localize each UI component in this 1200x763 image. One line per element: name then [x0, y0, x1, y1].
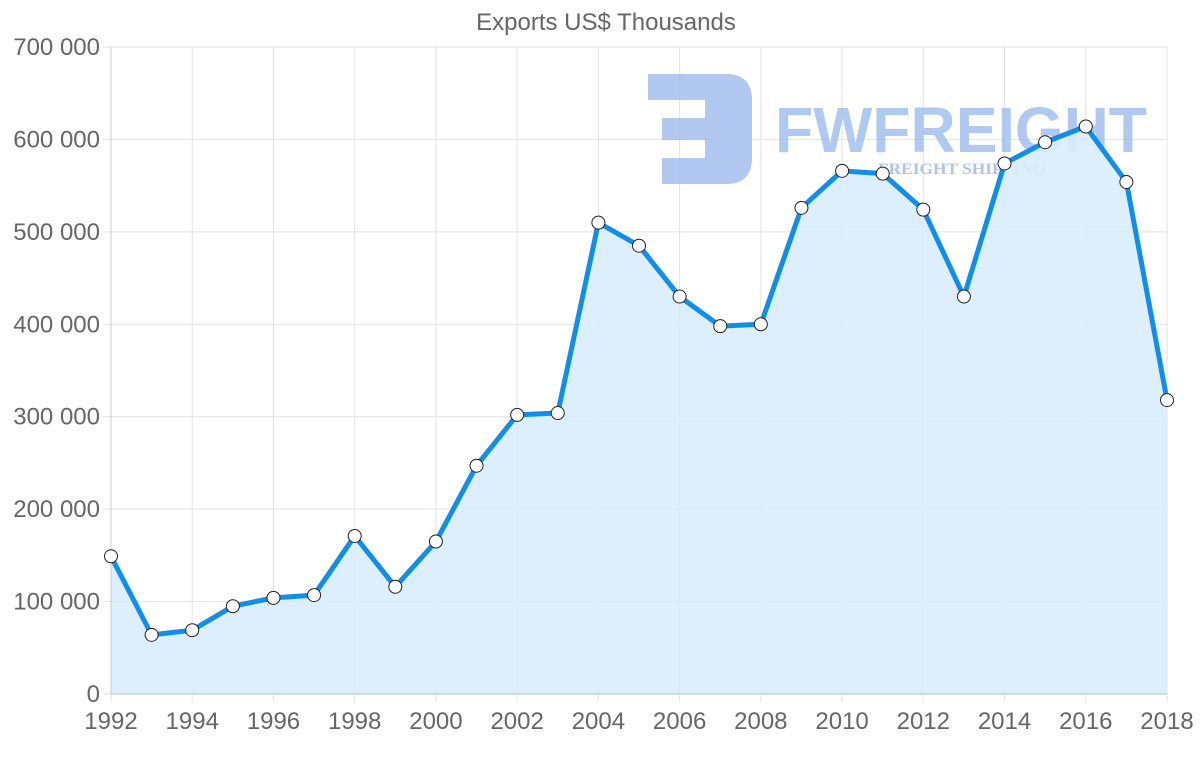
fwfreight-logo-icon [648, 74, 752, 184]
y-tick-label: 100 000 [13, 589, 100, 616]
area-fill [111, 126, 1167, 694]
x-tick-label: 2000 [409, 708, 462, 735]
x-tick-label: 1996 [247, 708, 300, 735]
x-tick-label: 1998 [328, 708, 381, 735]
y-tick-label: 300 000 [13, 404, 100, 431]
data-point[interactable] [1078, 119, 1093, 134]
data-point[interactable] [144, 627, 159, 642]
x-tick-label: 2008 [734, 708, 787, 735]
y-tick-label: 700 000 [13, 34, 100, 61]
y-tick-label: 500 000 [13, 219, 100, 246]
x-tick-label: 2010 [815, 708, 868, 735]
x-axis-labels: 1992 1994 1996 1998 2000 2002 2004 2006 2008 2010… [84, 708, 1193, 735]
data-point[interactable] [347, 528, 362, 543]
data-points [104, 119, 1174, 642]
data-point[interactable] [307, 588, 322, 603]
data-point[interactable] [672, 289, 687, 304]
data-point[interactable] [225, 599, 240, 614]
x-tick-label: 2014 [978, 708, 1031, 735]
x-tick-label: 2006 [653, 708, 706, 735]
data-point[interactable] [1160, 393, 1174, 408]
x-tick-label: 2018 [1140, 708, 1193, 735]
x-tick-label: 2004 [572, 708, 625, 735]
data-point[interactable] [266, 590, 281, 605]
data-point[interactable] [510, 407, 525, 422]
data-point[interactable] [835, 163, 850, 178]
data-point[interactable] [1038, 135, 1053, 150]
data-point[interactable] [956, 289, 971, 304]
data-point[interactable] [753, 317, 768, 332]
x-tick-label: 2002 [490, 708, 543, 735]
data-point[interactable] [388, 579, 403, 594]
x-tick-label: 1994 [166, 708, 219, 735]
x-tick-label: 2012 [897, 708, 950, 735]
y-axis-labels: 0 100 000 200 000 300 000 400 000 500 000 600 … [13, 34, 100, 708]
data-point[interactable] [794, 200, 809, 215]
data-point[interactable] [713, 319, 728, 334]
y-tick-label: 200 000 [13, 496, 100, 523]
data-point[interactable] [428, 534, 443, 549]
data-point[interactable] [632, 238, 646, 253]
y-tick-label: 0 [87, 681, 100, 708]
y-tick-label: 600 000 [13, 126, 100, 153]
chart-title: Exports US$ Thousands [476, 9, 736, 36]
data-point[interactable] [469, 458, 484, 473]
x-tick-label: 2016 [1059, 708, 1112, 735]
data-point[interactable] [1119, 174, 1134, 189]
data-point[interactable] [591, 215, 606, 230]
y-tick-label: 400 000 [13, 311, 100, 338]
data-point[interactable] [997, 156, 1012, 171]
x-tick-label: 1992 [84, 708, 137, 735]
data-point[interactable] [875, 166, 890, 181]
data-point[interactable] [104, 549, 118, 564]
axes [110, 47, 1167, 695]
data-point[interactable] [185, 623, 200, 638]
data-point[interactable] [916, 202, 931, 217]
data-point[interactable] [550, 406, 565, 421]
